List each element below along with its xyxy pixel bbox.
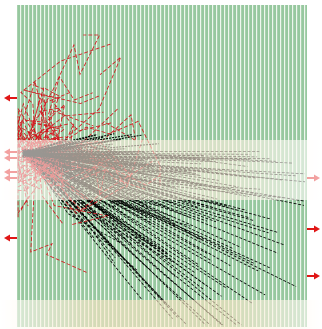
red-track bbox=[17, 103, 66, 140]
black-track bbox=[24, 155, 270, 269]
background-glow bbox=[0, 140, 322, 200]
background-glow-bottom bbox=[0, 300, 322, 329]
red-arrow-right-icon bbox=[307, 272, 320, 280]
black-track bbox=[23, 152, 138, 271]
black-track bbox=[25, 155, 222, 297]
red-track bbox=[25, 34, 101, 139]
black-track bbox=[21, 154, 124, 214]
black-track bbox=[23, 153, 143, 301]
red-track bbox=[30, 165, 87, 273]
red-track bbox=[20, 43, 111, 150]
black-track bbox=[24, 153, 255, 222]
black-track bbox=[21, 155, 227, 289]
red-track bbox=[27, 84, 44, 143]
red-track bbox=[25, 126, 60, 172]
red-track bbox=[30, 121, 63, 139]
red-arrow-left-icon bbox=[4, 94, 17, 102]
black-track bbox=[23, 149, 158, 206]
red-track bbox=[42, 86, 112, 140]
black-track bbox=[29, 152, 213, 262]
red-track bbox=[30, 109, 60, 139]
red-track bbox=[17, 155, 64, 225]
red-track bbox=[23, 89, 100, 143]
red-arrow-right-icon bbox=[307, 225, 320, 233]
red-arrow-left-icon bbox=[4, 234, 17, 242]
